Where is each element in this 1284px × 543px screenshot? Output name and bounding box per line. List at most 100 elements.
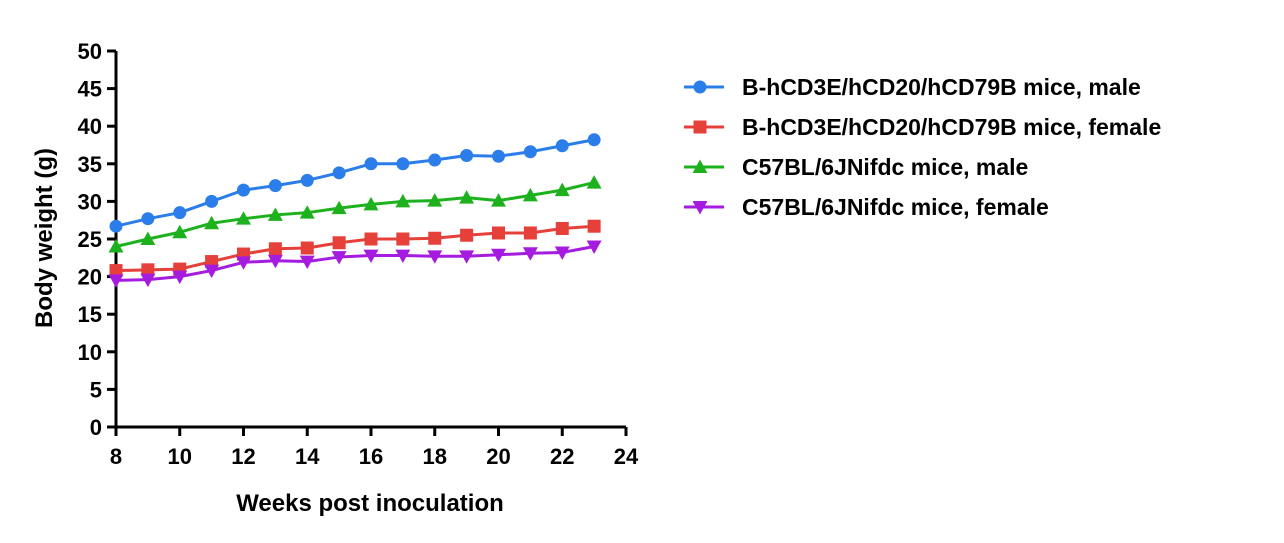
y-tick-label: 20 xyxy=(78,265,102,290)
legend-entry: C57BL/6JNifdc mice, female xyxy=(684,194,1049,220)
x-tick-label: 8 xyxy=(110,444,122,469)
legend-marker xyxy=(693,80,707,94)
data-point xyxy=(395,249,411,264)
data-point xyxy=(587,219,601,233)
data-point xyxy=(491,248,506,263)
legend: B-hCD3E/hCD20/hCD79B mice, male B-hCD3E/h… xyxy=(684,74,1161,220)
x-tick-label: 16 xyxy=(359,444,383,469)
series-layer xyxy=(108,133,602,288)
data-point xyxy=(460,228,474,242)
legend-entry: B-hCD3E/hCD20/hCD79B mice, male xyxy=(684,74,1141,100)
series-3 xyxy=(108,175,602,253)
data-point xyxy=(267,254,283,269)
data-point xyxy=(586,240,602,254)
data-point xyxy=(108,239,124,253)
y-tick-label: 5 xyxy=(90,377,102,402)
data-point xyxy=(173,206,187,220)
x-tick-label: 10 xyxy=(168,444,192,469)
data-point xyxy=(300,173,314,187)
data-point xyxy=(140,273,156,288)
series-1 xyxy=(109,133,601,233)
x-tick-label: 22 xyxy=(550,444,574,469)
data-point xyxy=(523,145,537,159)
x-tick-label: 24 xyxy=(614,444,639,469)
data-point xyxy=(428,231,442,245)
data-point xyxy=(459,250,475,264)
y-axis-title: Body weight (g) xyxy=(31,148,58,328)
x-tick-label: 12 xyxy=(231,444,255,469)
x-tick-label: 20 xyxy=(486,444,510,469)
data-point xyxy=(141,263,155,277)
data-point xyxy=(522,247,538,261)
data-point xyxy=(267,207,283,221)
legend-marker xyxy=(693,120,707,134)
data-point xyxy=(332,236,346,250)
data-point xyxy=(395,193,411,208)
data-point xyxy=(363,249,379,264)
legend-label: B-hCD3E/hCD20/hCD79B mice, male xyxy=(742,74,1141,100)
data-point xyxy=(364,157,378,171)
data-point xyxy=(427,250,443,264)
data-point xyxy=(523,226,537,240)
data-point xyxy=(300,241,314,255)
data-point xyxy=(428,153,442,167)
y-tick-label: 35 xyxy=(78,152,102,177)
y-tick-label: 45 xyxy=(78,77,102,102)
data-point xyxy=(427,193,443,207)
data-point xyxy=(554,182,570,197)
data-point xyxy=(331,251,347,265)
y-tick-label: 50 xyxy=(78,39,102,64)
y-tick-label: 25 xyxy=(78,227,102,252)
data-point xyxy=(236,211,251,225)
data-point xyxy=(460,149,474,163)
data-point xyxy=(554,246,570,261)
data-point xyxy=(586,175,602,189)
data-point xyxy=(491,193,506,207)
legend-label: B-hCD3E/hCD20/hCD79B mice, female xyxy=(742,114,1161,140)
y-tick-label: 40 xyxy=(78,114,102,139)
series-line xyxy=(115,245,595,282)
data-point xyxy=(140,231,156,245)
data-point xyxy=(237,183,250,197)
data-point xyxy=(396,157,410,171)
data-point xyxy=(204,215,220,230)
data-point xyxy=(268,179,282,193)
data-point xyxy=(299,255,315,270)
data-point xyxy=(268,242,282,256)
series-line xyxy=(115,224,595,273)
x-tick-label: 14 xyxy=(295,444,320,469)
data-point xyxy=(364,232,378,246)
data-point xyxy=(172,270,188,285)
data-point xyxy=(587,133,601,147)
data-point xyxy=(492,226,505,240)
y-tick-label: 10 xyxy=(78,340,102,365)
series-line xyxy=(115,181,595,248)
series-line xyxy=(115,138,595,228)
legend-label: C57BL/6JNifdc mice, female xyxy=(742,194,1049,220)
data-point xyxy=(555,139,569,153)
data-point xyxy=(299,205,315,219)
x-tick-label: 18 xyxy=(423,444,447,469)
data-point xyxy=(204,264,220,279)
data-point xyxy=(109,264,123,278)
data-point xyxy=(108,274,124,288)
data-point xyxy=(172,224,188,239)
axes: 0 5 10 15 20 25 30 35 40 45 50 8 10 12 14 16 18 20 22 24 xyxy=(78,39,639,469)
data-point xyxy=(459,190,475,204)
y-tick-label: 0 xyxy=(90,415,102,440)
data-point xyxy=(332,166,346,180)
data-point xyxy=(109,219,123,233)
data-point xyxy=(141,212,155,226)
data-point xyxy=(363,196,379,211)
y-tick-label: 30 xyxy=(78,189,102,214)
data-point xyxy=(522,187,538,202)
data-point xyxy=(492,149,505,163)
data-point xyxy=(236,256,251,270)
x-axis-title: Weeks post inoculation xyxy=(236,490,504,517)
series-4 xyxy=(108,240,602,288)
legend-marker xyxy=(692,159,708,173)
data-point xyxy=(205,194,219,208)
data-point xyxy=(555,221,569,235)
legend-marker xyxy=(692,201,708,215)
